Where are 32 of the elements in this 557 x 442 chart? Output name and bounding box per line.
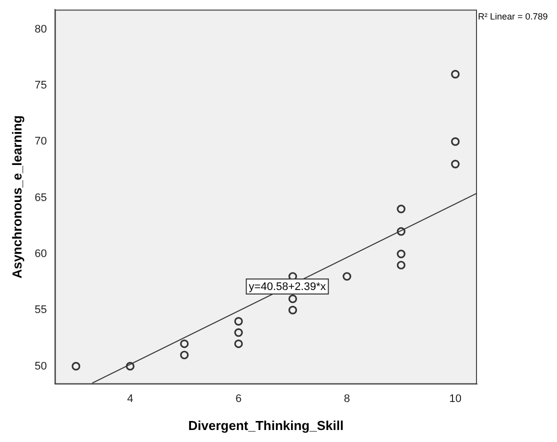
point: [126, 362, 134, 371]
point: [234, 317, 243, 326]
x-tick-label: 8: [344, 392, 350, 405]
x-tick-label: 4: [127, 392, 134, 405]
x-tick-label: 10: [449, 392, 462, 405]
point: [234, 339, 243, 348]
point: [451, 137, 460, 146]
point: [180, 350, 189, 360]
point: [180, 339, 189, 348]
x-tick-label: 6: [235, 392, 242, 405]
text: R² Linear = 0.789: [478, 12, 548, 22]
y-tick-label: 75: [34, 79, 47, 92]
point: [234, 328, 243, 337]
point: [288, 294, 298, 304]
y-tick-label: 55: [34, 304, 47, 316]
point: [396, 204, 406, 214]
point: [396, 260, 406, 270]
point: [451, 70, 460, 78]
y-tick-label: 65: [34, 192, 47, 204]
y-axis-title: Asynchronous_e_learning: [9, 115, 24, 279]
point: [451, 160, 460, 168]
y-tick-label: 70: [34, 136, 47, 148]
point: [72, 362, 80, 371]
x-axis-title: Divergent_Thinking_Skill: [188, 418, 344, 433]
y-tick-label: 60: [34, 248, 47, 260]
point: [342, 272, 352, 281]
point: [396, 250, 406, 258]
point: [288, 306, 298, 314]
point: [396, 227, 406, 236]
y-tick-label: 50: [34, 360, 47, 372]
annotation: y=40.58+2.39*x: [248, 281, 326, 294]
y-tick-label: 80: [34, 23, 47, 36]
